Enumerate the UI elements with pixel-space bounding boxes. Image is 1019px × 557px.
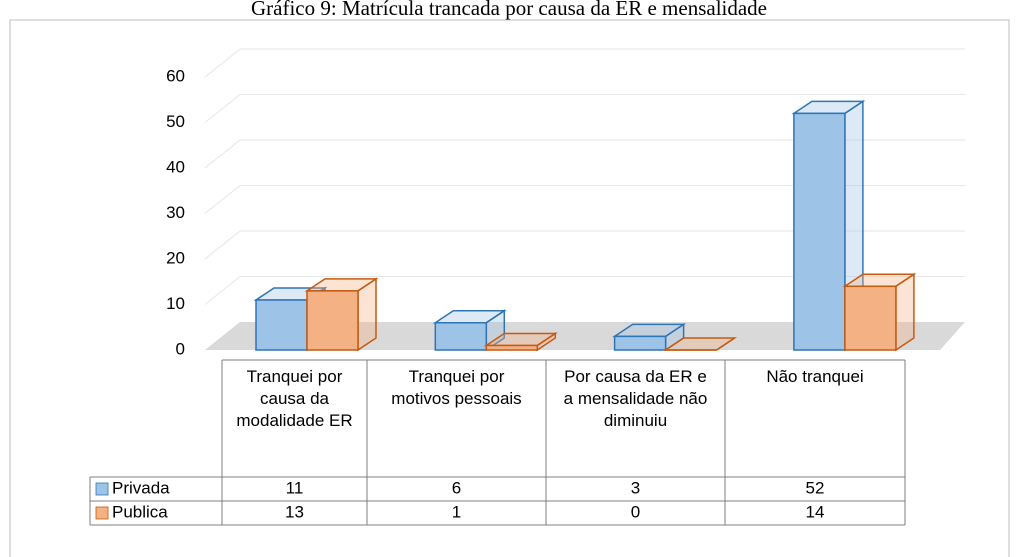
table-value: 6: [452, 478, 461, 497]
bar-face: [255, 299, 308, 351]
bar: [304, 277, 379, 352]
floor: [205, 322, 965, 350]
y-tick-label: 40: [166, 157, 185, 176]
y-tick-label: 10: [166, 294, 185, 313]
table-value: 1: [452, 502, 461, 521]
grid-line: [204, 94, 965, 123]
bar: [432, 309, 507, 352]
y-tick-label: 60: [166, 66, 185, 85]
table-value: 3: [631, 478, 640, 497]
category-label: Não tranquei: [766, 367, 864, 386]
bar-face: [306, 290, 359, 351]
y-tick-label: 0: [176, 339, 185, 358]
grid-line: [204, 48, 965, 78]
bar-face: [895, 272, 915, 352]
bar-face: [793, 112, 846, 351]
legend-label: Privada: [112, 478, 170, 497]
bar-face: [613, 335, 667, 351]
grid-line: [204, 230, 965, 260]
bar-face: [485, 344, 539, 351]
bar: [663, 337, 738, 351]
category-label: Tranquei por motivos pessoais: [391, 367, 522, 408]
grid-line: [204, 185, 965, 214]
bar: [842, 272, 917, 352]
legend-key: [95, 482, 109, 496]
y-tick-label: 30: [166, 203, 185, 222]
chart-frame: [9, 19, 1010, 557]
bar: [612, 322, 687, 352]
bar-face: [434, 321, 488, 351]
category-label: Por causa da ER e a mensalidade não dimi…: [563, 367, 708, 430]
legend-label: Publica: [112, 502, 168, 521]
chart-title: Gráfico 9: Matrícula trancada por causa …: [251, 0, 767, 20]
grid-line: [204, 139, 965, 169]
table-value: 0: [631, 502, 640, 521]
table-value: 13: [285, 502, 304, 521]
legend-key: [95, 506, 109, 520]
table-value: 14: [806, 502, 825, 521]
category-label: Tranquei por causa da modalidade ER: [236, 367, 353, 430]
y-tick-label: 50: [166, 112, 185, 131]
bar-face: [844, 285, 897, 351]
grid-line: [204, 276, 965, 305]
table-value: 11: [286, 478, 304, 497]
y-tick-label: 20: [166, 248, 185, 267]
table-value: 52: [806, 478, 825, 497]
bar: [483, 332, 558, 352]
